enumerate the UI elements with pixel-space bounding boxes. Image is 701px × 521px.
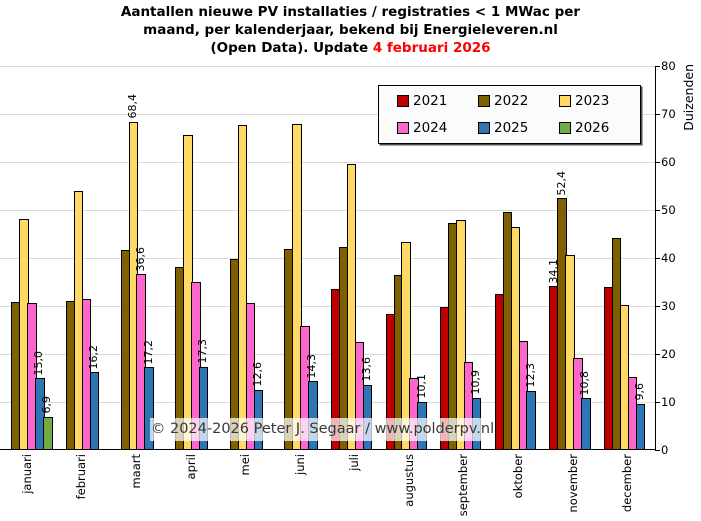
legend-label-2025: 2025: [494, 119, 529, 136]
x-axis-label-augustus: augustus: [401, 454, 416, 507]
bar-label-2023-maart: 68,4: [125, 94, 139, 119]
y-tick-80: [655, 66, 660, 67]
y-tick-10: [655, 402, 660, 403]
bar-label-2025-augustus: 10,1: [414, 374, 428, 399]
y-tick-label-80: 80: [661, 58, 676, 73]
bar-label-2025-december: 9,6: [632, 383, 646, 401]
legend-item-2024: 2024: [397, 120, 478, 136]
y-tick-label-70: 70: [661, 106, 676, 121]
gridline-60: [0, 161, 655, 163]
x-axis-label-september: september: [456, 454, 471, 517]
x-axis-label-juli: juli: [347, 454, 362, 471]
legend-swatch-2025: [478, 121, 490, 134]
y-tick-0: [655, 450, 660, 451]
chart-title-line3-prefix: (Open Data). Update: [210, 40, 373, 56]
bar-2025-december: [635, 403, 646, 450]
y-tick-label-50: 50: [661, 202, 676, 217]
legend-swatch-2024: [397, 121, 409, 134]
legend-swatch-2021: [397, 95, 409, 108]
legend-label-2026: 2026: [575, 119, 610, 136]
legend-label-2024: 2024: [413, 119, 448, 136]
y-tick-20: [655, 354, 660, 355]
bar-label-2025-oktober: 12,3: [523, 363, 537, 388]
legend-item-2022: 2022: [478, 93, 559, 109]
bar-label-2025-februari: 16,2: [87, 344, 101, 370]
x-axis-label-juni: juni: [292, 454, 307, 475]
y-tick-30: [655, 306, 660, 307]
y-tick-label-60: 60: [661, 154, 676, 169]
y-tick-40: [655, 258, 660, 259]
x-axis-label-maart: maart: [128, 454, 143, 489]
x-axis-label-februari: februari: [74, 454, 89, 500]
x-axis-label-december: december: [620, 454, 635, 513]
legend-item-2021: 2021: [397, 93, 478, 109]
y-tick-label-10: 10: [661, 394, 676, 409]
chart-title-line3: (Open Data). Update 4 februari 2026: [0, 39, 701, 57]
bar-label-2021-november: 34,1: [546, 258, 560, 284]
chart-title-update-date: 4 februari 2026: [372, 40, 491, 56]
legend-label-2023: 2023: [575, 93, 610, 110]
bar-label-2025-maart: 17,2: [141, 339, 155, 365]
x-axis-label-mei: mei: [238, 454, 253, 476]
y-tick-label-0: 0: [661, 442, 669, 457]
x-axis-line: [0, 449, 655, 450]
bar-label-2025-mei: 12,6: [250, 362, 264, 387]
gridline-70: [0, 113, 655, 115]
y-tick-label-20: 20: [661, 346, 676, 361]
y-tick-70: [655, 114, 660, 115]
bar-label-2025-november: 10,8: [578, 370, 592, 396]
legend-item-2025: 2025: [478, 120, 559, 136]
legend-swatch-2023: [559, 95, 571, 108]
gridline-20: [0, 353, 655, 355]
x-axis-label-oktober: oktober: [511, 454, 526, 499]
legend-label-2022: 2022: [494, 93, 529, 110]
x-axis-label-april: april: [183, 454, 198, 480]
gridline-10: [0, 401, 655, 403]
bar-label-2025-januari: 15,0: [32, 350, 46, 376]
plot-area: 34,1 52,4 68,4 36,6 15,0 16,2 17,2 17,3 12,6 14,3…: [0, 65, 655, 450]
chart-title-line2: maand, per kalenderjaar, bekend bij Ener…: [143, 22, 558, 38]
legend: 2021 2022 2023 2024 2025 2026: [378, 85, 641, 144]
y-axis-title: Duizenden: [681, 64, 696, 131]
legend-label-2021: 2021: [413, 93, 448, 110]
x-axis-label-november: november: [565, 454, 580, 513]
legend-swatch-2022: [478, 95, 490, 108]
y-tick-60: [655, 162, 660, 163]
chart-title: Aantallen nieuwe PV installaties / regis…: [0, 3, 701, 57]
legend-swatch-2026: [559, 121, 571, 134]
bar-label-2025-september: 10,9: [469, 370, 483, 395]
gridline-30: [0, 305, 655, 307]
gridline-50: [0, 209, 655, 211]
bar-2025-oktober: [526, 390, 536, 450]
bar-label-2025-april: 17,3: [196, 339, 210, 364]
bar-label-2026-januari: 6,9: [40, 396, 54, 414]
copyright-watermark: © 2024-2026 Peter J. Segaar / www.polder…: [150, 418, 495, 441]
bar-label-2024-maart: 36,6: [133, 246, 147, 272]
gridline-80: [0, 65, 655, 67]
bar-label-2025-juni: 14,3: [305, 353, 319, 379]
chart-title-line1: Aantallen nieuwe PV installaties / regis…: [120, 4, 581, 20]
x-axis-label-januari: januari: [19, 454, 34, 494]
bar-label-2025-juli: 13,6: [359, 357, 373, 382]
bar-2025-november: [581, 398, 591, 450]
y-tick-50: [655, 210, 660, 211]
y-tick-label-40: 40: [661, 250, 676, 265]
y-tick-label-30: 30: [661, 298, 676, 313]
gridline-40: [0, 257, 655, 259]
bar-2025-februari: [89, 372, 100, 450]
legend-item-2023: 2023: [559, 93, 640, 109]
legend-item-2026: 2026: [559, 120, 640, 136]
bar-label-2022-november: 52,4: [554, 170, 568, 196]
bar-2026-januari: [43, 416, 53, 450]
